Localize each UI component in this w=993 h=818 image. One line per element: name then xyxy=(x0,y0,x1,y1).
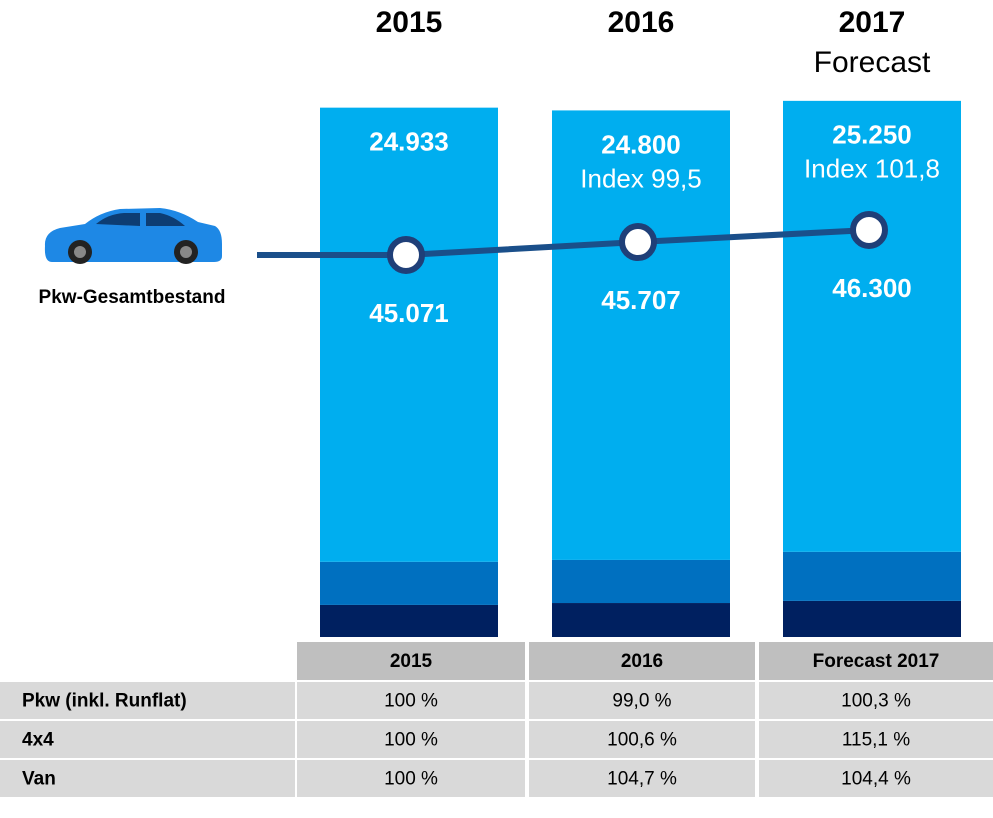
total-label: 24.933 xyxy=(369,127,449,157)
total-label: 25.250 xyxy=(832,120,912,150)
line-value-label: 46.300 xyxy=(832,273,912,303)
line-value-label: 45.707 xyxy=(601,285,681,315)
category-label: 2016 xyxy=(608,6,675,39)
category-label: 2017 xyxy=(839,6,906,39)
bar-segment xyxy=(552,603,730,637)
table-cell-text: 100 % xyxy=(384,691,438,712)
total-label: 24.800 xyxy=(601,129,681,159)
table-row-label: 4x4 xyxy=(22,730,54,751)
table-cell-text: 104,7 % xyxy=(607,769,677,790)
bar-segment xyxy=(552,560,730,603)
bar-segment xyxy=(320,605,498,637)
table-cell-text: 100 % xyxy=(384,730,438,751)
forecast-label: Forecast xyxy=(814,46,931,79)
table-row-label: Van xyxy=(22,769,56,790)
table-header-text: 2015 xyxy=(390,651,433,672)
table-cell-text: 99,0 % xyxy=(612,691,671,712)
table-cell-text: 100,6 % xyxy=(607,730,677,751)
category-label: 2015 xyxy=(376,6,443,39)
table-header-text: 2016 xyxy=(621,651,663,672)
line-point xyxy=(622,226,654,258)
infographic: Pkw-Gesamtbestand 2015 24.933 2016 24.800 In… xyxy=(0,0,993,813)
index-label: Index 99,5 xyxy=(580,163,701,193)
table-cell-text: 115,1 % xyxy=(842,730,910,751)
line-value-label: 45.071 xyxy=(369,298,449,328)
bar-segment xyxy=(320,562,498,605)
car-icon xyxy=(45,208,222,264)
table-header-text: Forecast 2017 xyxy=(813,651,940,672)
line-point xyxy=(390,239,422,271)
table-row-label: Pkw (inkl. Runflat) xyxy=(22,691,187,712)
line-label: Pkw-Gesamtbestand xyxy=(39,287,226,308)
line-point xyxy=(853,214,885,246)
bar-segment xyxy=(783,601,961,637)
table-cell-text: 100,3 % xyxy=(841,691,911,712)
bar-segment xyxy=(320,108,498,562)
bar-segment xyxy=(783,552,961,601)
table-cell-text: 100 % xyxy=(384,769,438,790)
index-label: Index 101,8 xyxy=(804,154,940,184)
table-cell-text: 104,4 % xyxy=(841,769,911,790)
